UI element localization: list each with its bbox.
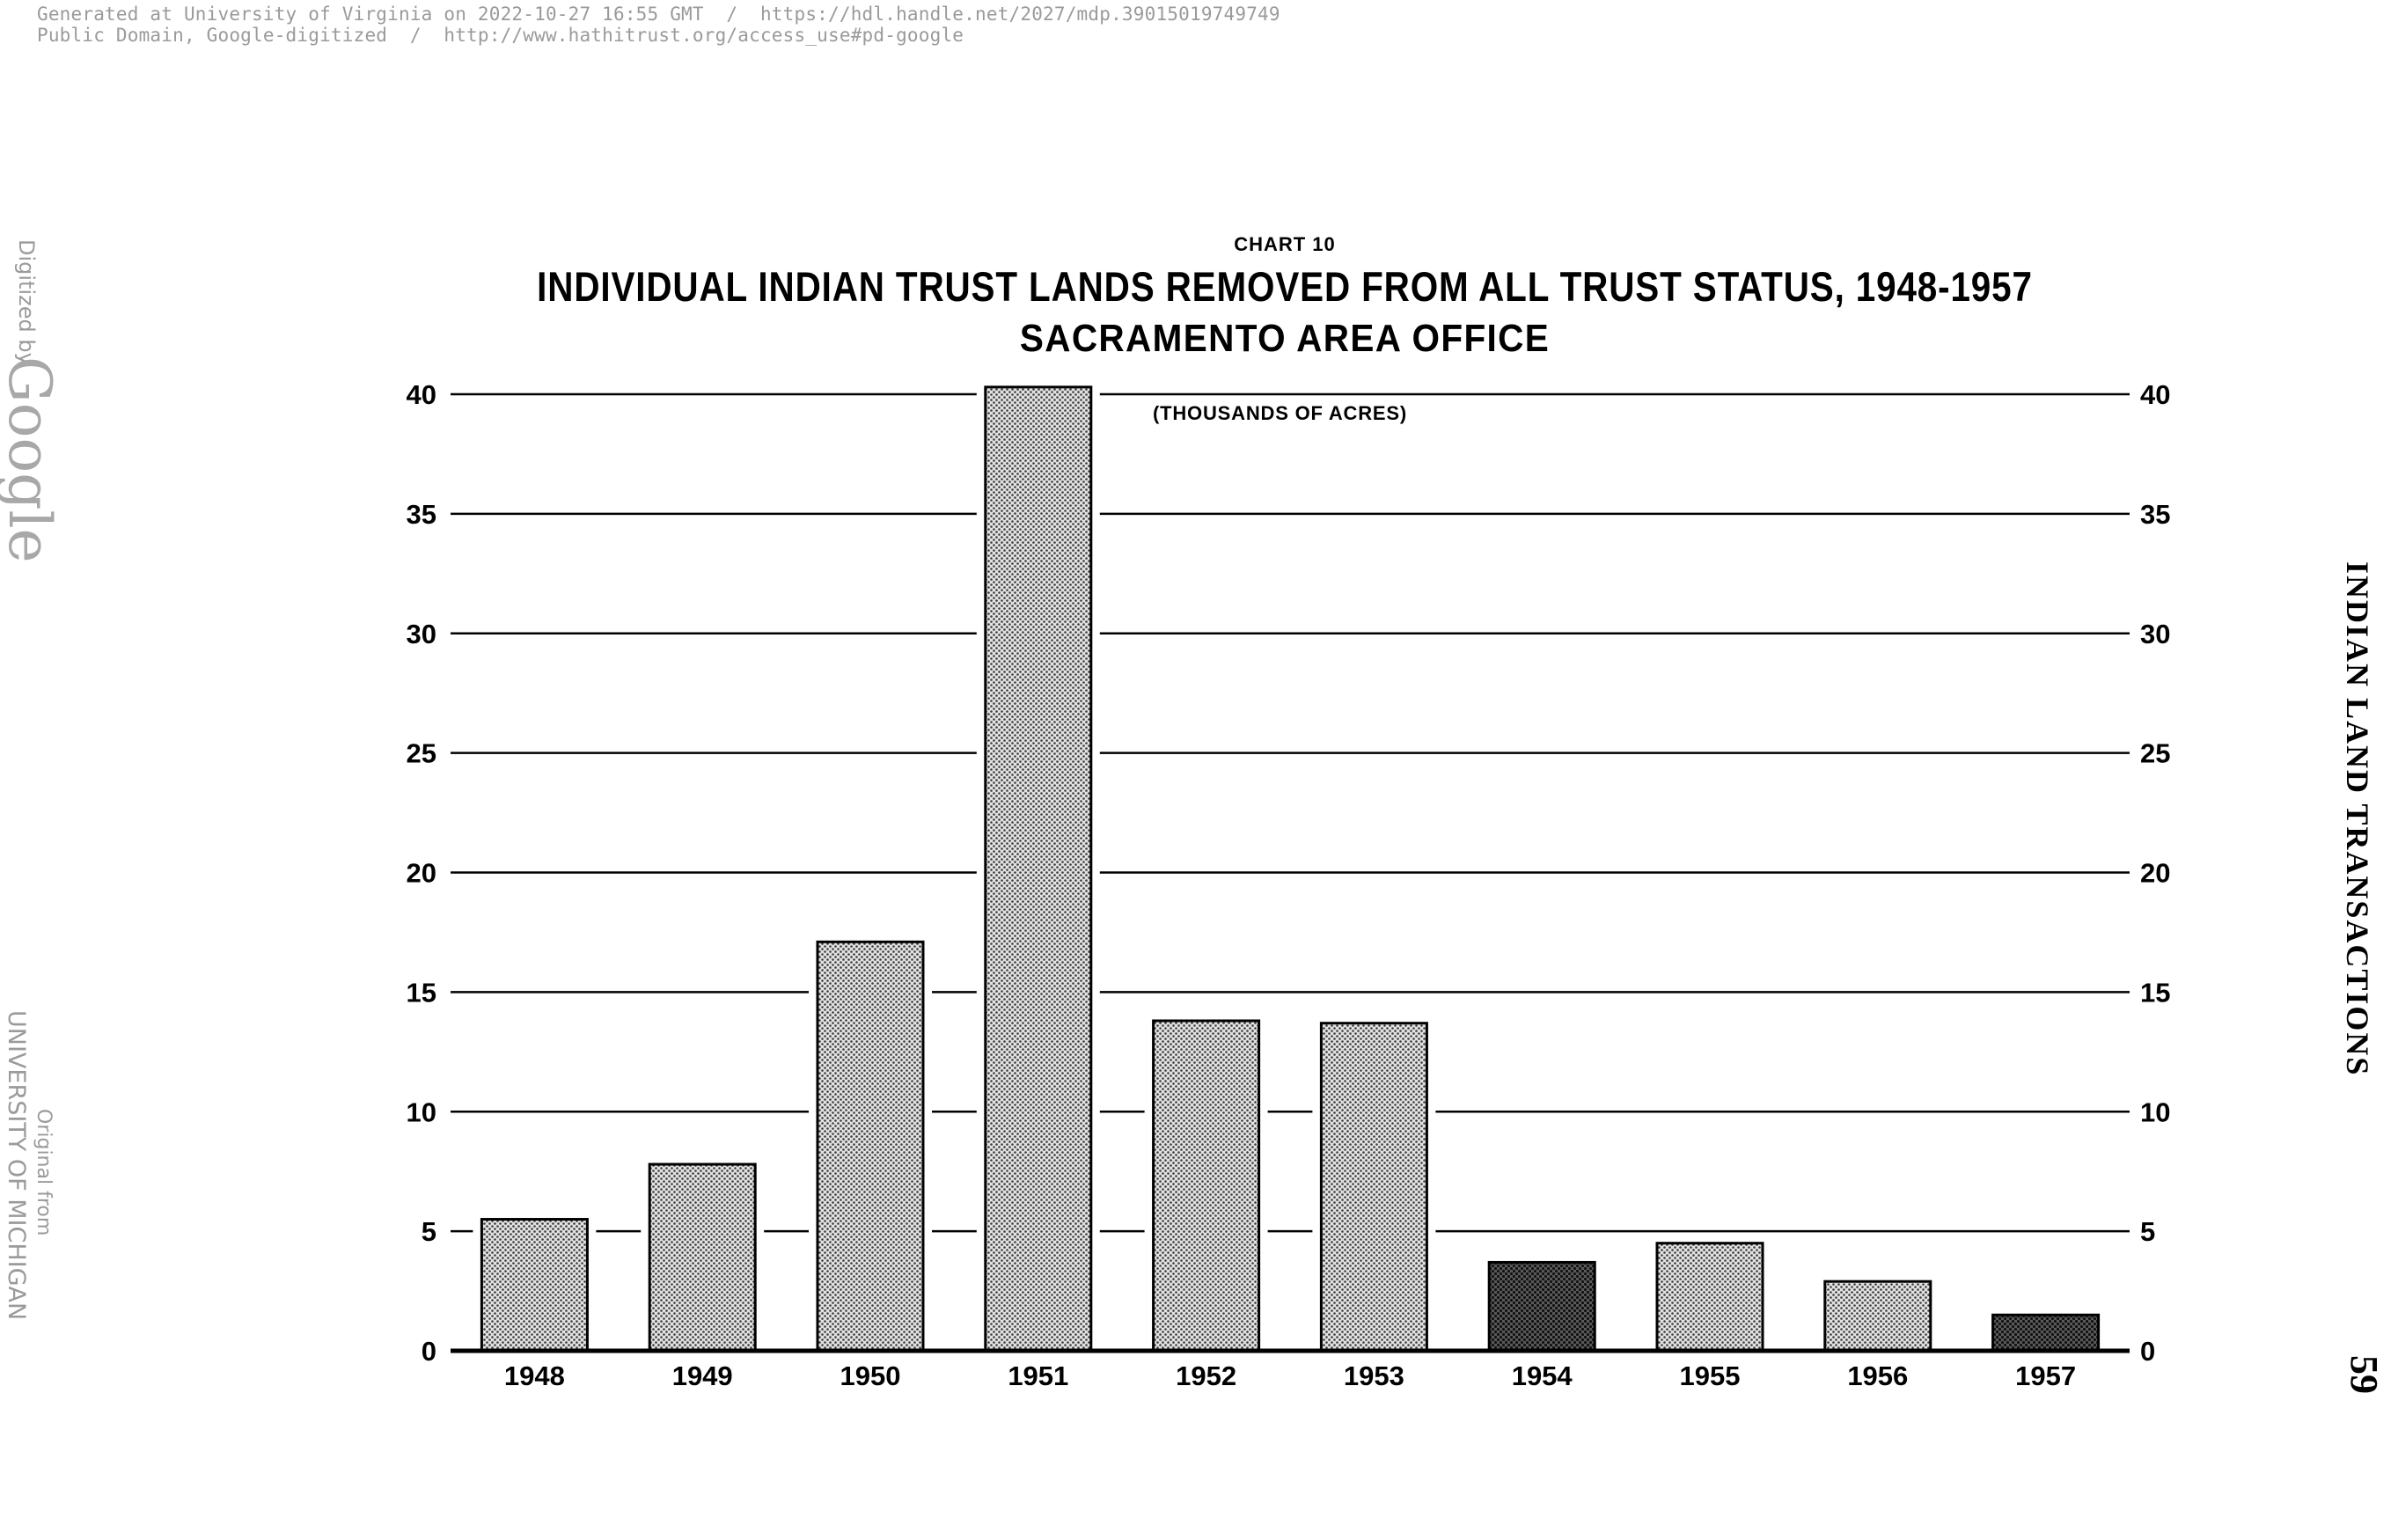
x-tick-label: 1955: [1680, 1360, 1741, 1391]
chart-subtitle: SACRAMENTO AREA OFFICE: [1019, 317, 1551, 360]
y-tick-label-left: 10: [407, 1096, 436, 1127]
x-tick-label: 1950: [840, 1360, 901, 1391]
bar-1955: [1655, 1242, 1764, 1353]
y-tick-label-left: 40: [407, 379, 436, 410]
x-tick-label: 1957: [2015, 1360, 2076, 1391]
y-tick-label-right: 5: [2140, 1216, 2155, 1247]
y-tick-label-right: 40: [2140, 379, 2170, 410]
bar-1957: [1991, 1313, 2101, 1353]
header-rights-line: Public Domain, Google-digitized / http:/…: [37, 25, 964, 46]
y-tick-label-right: 20: [2140, 858, 2170, 889]
y-tick-label-left: 20: [407, 858, 436, 889]
y-tick-label-left: 25: [407, 738, 436, 769]
bar-1950: [816, 940, 925, 1353]
y-tick-label-right: 25: [2140, 738, 2170, 769]
bar-1952: [1152, 1019, 1261, 1353]
x-tick-label: 1949: [672, 1360, 733, 1391]
bar-1954: [1487, 1260, 1596, 1353]
bar-1951: [984, 385, 1093, 1353]
chart-title: INDIVIDUAL INDIAN TRUST LANDS REMOVED FR…: [537, 263, 2033, 310]
header-provenance-line: Generated at University of Virginia on 2…: [37, 4, 1280, 25]
y-tick-label-right: 15: [2140, 977, 2170, 1008]
chart-number-label: CHART 10: [1234, 233, 1336, 255]
y-tick-label-left: 5: [422, 1216, 436, 1247]
x-tick-label: 1948: [504, 1360, 565, 1391]
y-tick-label-right: 10: [2140, 1096, 2170, 1127]
y-tick-label-left: 35: [407, 499, 436, 530]
bar-1953: [1319, 1022, 1428, 1353]
x-tick-label: 1951: [1008, 1360, 1068, 1391]
x-tick-label: 1953: [1344, 1360, 1404, 1391]
y-tick-label-left: 15: [407, 977, 436, 1008]
x-tick-label: 1956: [1847, 1360, 1908, 1391]
x-tick-label: 1952: [1176, 1360, 1236, 1391]
y-tick-label-left: 0: [422, 1336, 436, 1367]
units-label: (THOUSANDS OF ACRES): [1153, 402, 1407, 424]
x-tick-label: 1954: [1512, 1360, 1573, 1391]
y-tick-label-right: 0: [2140, 1336, 2155, 1367]
bar-1956: [1823, 1280, 1932, 1353]
y-tick-label-right: 30: [2140, 619, 2170, 649]
bar-1948: [480, 1218, 589, 1353]
y-tick-label-right: 35: [2140, 499, 2170, 530]
y-tick-label-left: 30: [407, 619, 436, 649]
bar-1949: [648, 1162, 757, 1353]
